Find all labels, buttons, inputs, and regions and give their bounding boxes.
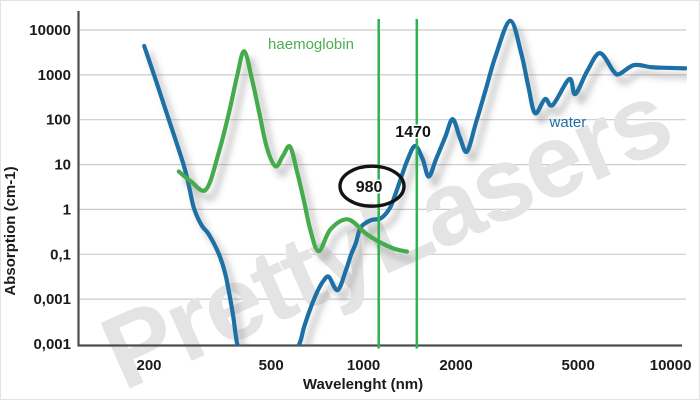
- x-tick-label: 2000: [439, 357, 472, 374]
- annotation-layer: haemoglobin water 1470 980: [268, 36, 587, 208]
- y-tick-label: 0,1: [50, 246, 71, 263]
- vline-layer: [377, 19, 419, 349]
- x-tick-label: 10000: [650, 357, 692, 374]
- x-tick-label: 500: [259, 357, 284, 374]
- haemoglobin-curve: [176, 49, 410, 254]
- y-tick-label: 1000: [38, 67, 71, 84]
- x-tick-label: 5000: [562, 357, 595, 374]
- label-980: 980: [356, 179, 383, 196]
- axis-layer: 10000 1000 100 10 1 0,1 0,001 0,001 200 500 1000 20…: [2, 11, 691, 393]
- tick-layer: 10000 1000 100 10 1 0,1 0,001 0,001 200 500 1000 20…: [29, 22, 691, 374]
- y-tick-label: 1: [63, 201, 71, 218]
- y-tick-label: 10: [54, 157, 71, 174]
- y-tick-label: 100: [46, 112, 71, 129]
- grid-layer: [79, 29, 686, 300]
- y-tick-label: 0,001: [33, 291, 71, 308]
- x-tick-label: 200: [136, 357, 161, 374]
- y-tick-label: 10000: [29, 22, 71, 39]
- haemoglobin-label: haemoglobin: [268, 36, 354, 53]
- ellipse-980-marker: [338, 164, 406, 208]
- y-axis-title: Absorption (cm-1): [2, 166, 19, 295]
- water-label: water: [549, 114, 587, 131]
- x-tick-label: 1000: [347, 357, 380, 374]
- y-tick-label: 0,001: [33, 336, 71, 353]
- watermark-text: PrettyLasers: [86, 60, 687, 400]
- x-axis-title: Wavelenght (nm): [303, 376, 423, 393]
- label-1470: 1470: [395, 124, 431, 141]
